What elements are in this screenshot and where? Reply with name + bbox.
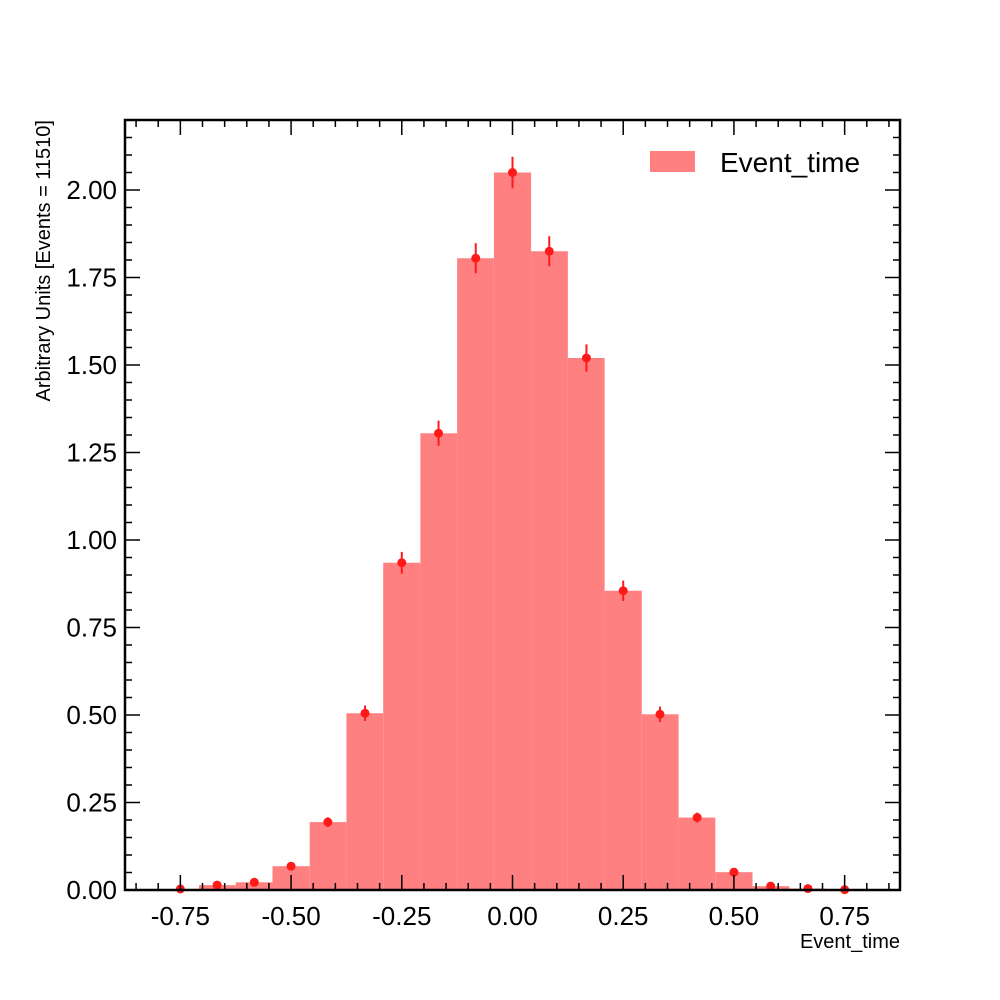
data-point xyxy=(323,817,333,827)
y-tick-label: 1.75 xyxy=(66,263,117,293)
legend-swatch xyxy=(650,151,695,172)
data-point xyxy=(803,884,813,894)
data-point xyxy=(286,861,296,871)
tick-labels-layer: -0.75 -0.50 -0.25 0.00 0.25 0.50 0.75 0.00 0.25 0… xyxy=(66,175,870,931)
y-tick-label: 0.50 xyxy=(66,700,117,730)
data-point xyxy=(212,880,222,890)
histogram-bar xyxy=(678,817,716,890)
histogram-bar xyxy=(531,251,568,890)
data-point xyxy=(360,708,370,718)
bars-layer xyxy=(161,172,864,890)
histogram-bar xyxy=(420,433,458,890)
x-tick-label: 0.00 xyxy=(487,901,538,931)
histogram-bar xyxy=(493,172,532,890)
legend-label: Event_time xyxy=(720,147,860,178)
histogram-bar xyxy=(604,590,642,890)
histogram-bar xyxy=(309,822,347,890)
data-point xyxy=(471,253,481,263)
data-point xyxy=(249,877,259,887)
y-tick-label: 1.50 xyxy=(66,350,117,380)
data-point xyxy=(544,246,554,256)
data-point xyxy=(618,586,628,596)
histogram-bar xyxy=(457,258,494,890)
x-tick-label: 0.50 xyxy=(709,901,760,931)
y-tick-label: 0.75 xyxy=(66,613,117,643)
histogram-bar xyxy=(383,562,421,890)
data-point xyxy=(766,881,776,891)
histogram-bar xyxy=(346,713,384,890)
data-point xyxy=(434,428,444,438)
y-tick-label: 0.25 xyxy=(66,788,117,818)
data-point xyxy=(508,168,517,177)
plot-frame xyxy=(123,118,902,892)
x-axis-title: Event_time xyxy=(800,931,900,953)
y-axis-title: Arbitrary Units [Events = 11510] xyxy=(33,120,55,401)
x-tick-label: -0.25 xyxy=(372,901,431,931)
x-tick-label: 0.75 xyxy=(819,901,870,931)
data-point xyxy=(692,813,702,823)
legend: Event_time xyxy=(650,147,860,178)
data-point xyxy=(397,558,407,568)
y-tick-label: 0.00 xyxy=(66,875,117,905)
x-tick-label: -0.75 xyxy=(151,901,210,931)
data-point xyxy=(581,353,591,363)
y-tick-label: 1.25 xyxy=(66,438,117,468)
data-point xyxy=(655,709,665,719)
markers-layer xyxy=(175,156,850,895)
y-tick-label: 1.00 xyxy=(66,525,117,555)
x-tick-label: -0.50 xyxy=(261,901,320,931)
histogram-bar xyxy=(567,358,605,890)
x-tick-label: 0.25 xyxy=(598,901,649,931)
histogram-bar xyxy=(641,714,679,890)
data-point xyxy=(729,867,739,877)
y-tick-label: 2.00 xyxy=(66,175,117,205)
